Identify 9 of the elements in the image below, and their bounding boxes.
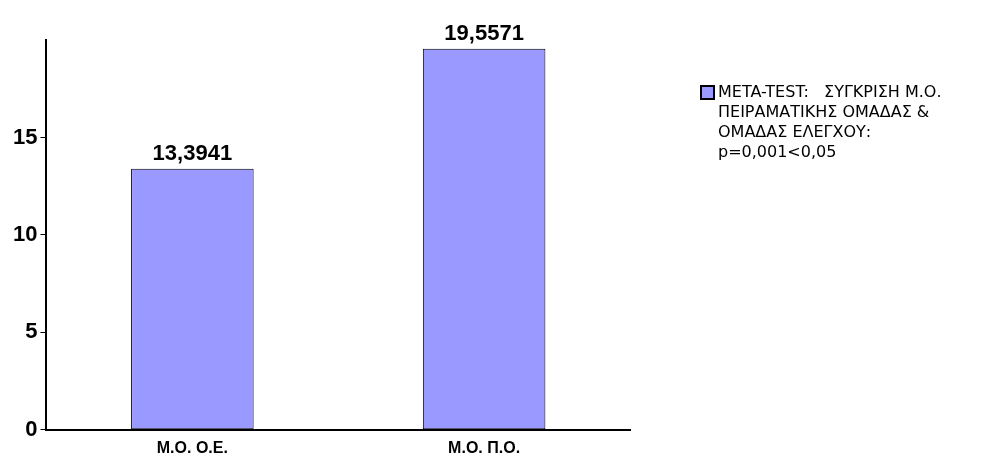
- x-tick-label: Μ.Ο. Π.Ο.: [448, 438, 521, 456]
- y-tick-label: 10: [12, 220, 38, 246]
- y-tick-label: 0: [25, 415, 38, 441]
- data-label: 19,5571: [444, 19, 524, 45]
- data-label: 13,3941: [152, 139, 233, 165]
- y-tick-label: 5: [25, 318, 38, 344]
- y-tick-label: 15: [12, 123, 38, 149]
- x-tick-label: Μ.Ο. Ο.Ε.: [156, 438, 228, 456]
- legend-label: META-TEST: ΣΥΓΚΡΙΣΗ Μ.Ο. ΠΕΙΡΑΜΑΤΙΚΗΣ ΟΜΑΔΑΣ & ΟΜΑΔΑΣ ΕΛΕΓΧΟΥ: p=0,001<0,05: [718, 82, 943, 162]
